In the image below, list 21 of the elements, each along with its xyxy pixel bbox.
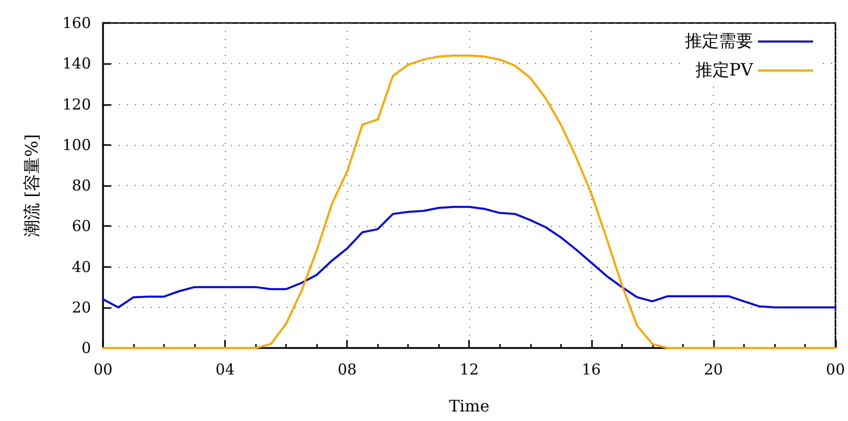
x-axis-title: Time bbox=[449, 396, 490, 416]
x-tick-label: 16 bbox=[582, 360, 601, 378]
y-tick-label: 100 bbox=[62, 136, 91, 154]
y-tick-label: 160 bbox=[62, 14, 91, 32]
x-tick-label: 12 bbox=[460, 360, 479, 378]
legend-label: 推定需要 bbox=[685, 32, 753, 52]
y-tick-label: 120 bbox=[62, 95, 91, 114]
x-tick-label: 04 bbox=[216, 360, 235, 378]
y-tick-label: 20 bbox=[72, 298, 91, 316]
y-tick-label: 40 bbox=[72, 258, 91, 276]
y-tick-label: 140 bbox=[62, 54, 91, 73]
x-tick-label: 00 bbox=[826, 360, 846, 378]
legend-label: 推定PV bbox=[695, 60, 754, 80]
y-tick-label: 60 bbox=[72, 217, 91, 236]
y-axis-title: 潮流 [容量%] bbox=[22, 134, 42, 237]
y-tick-label: 80 bbox=[72, 176, 91, 194]
y-tick-label: 0 bbox=[81, 339, 91, 357]
line-series bbox=[102, 206, 836, 308]
x-tick-label: 00 bbox=[93, 360, 113, 378]
x-tick-label: 08 bbox=[338, 360, 357, 378]
x-tick-label: 20 bbox=[704, 360, 723, 378]
